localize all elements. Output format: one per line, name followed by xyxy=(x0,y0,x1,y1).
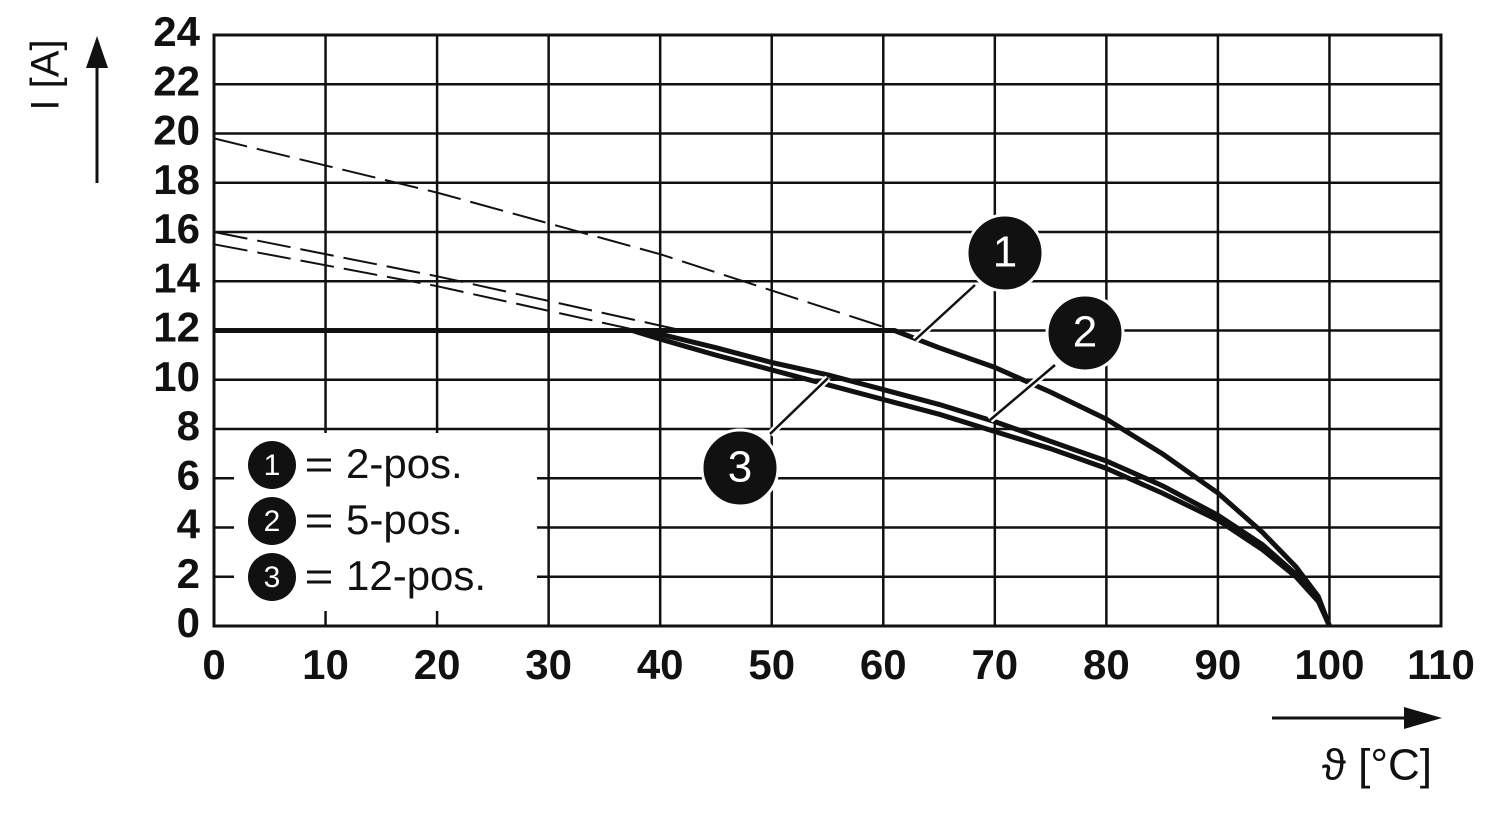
x-tick-label: 60 xyxy=(860,641,907,688)
x-tick-label: 0 xyxy=(202,641,225,688)
x-tick-label: 10 xyxy=(302,641,349,688)
x-tick-label: 50 xyxy=(748,641,795,688)
y-tick-label: 0 xyxy=(177,599,200,646)
extrapolated-line xyxy=(213,137,895,332)
x-axis-label: ϑ [°C] xyxy=(1322,741,1432,790)
y-tick-label: 6 xyxy=(177,451,200,498)
legend-marker xyxy=(248,497,296,545)
legend-marker xyxy=(248,553,296,601)
callout-number: 1 xyxy=(993,228,1017,277)
x-tick-label: 80 xyxy=(1083,641,1130,688)
y-tick-label: 20 xyxy=(153,107,200,154)
callout-number: 2 xyxy=(1073,308,1097,357)
callout-circle xyxy=(1045,293,1125,373)
callout-number: 3 xyxy=(728,443,752,492)
legend-marker-number: 2 xyxy=(264,505,281,538)
y-tick-label: 22 xyxy=(153,57,200,104)
callout-leader xyxy=(989,364,1056,421)
legend-marker-number: 1 xyxy=(264,449,281,482)
derating-curve xyxy=(214,328,1332,627)
callout-leader xyxy=(914,284,976,341)
x-tick-label: 100 xyxy=(1294,641,1364,688)
x-tick-label: 110 xyxy=(1407,641,1475,688)
y-tick-label: 18 xyxy=(153,156,200,203)
x-tick-label: 70 xyxy=(971,641,1018,688)
legend-label: 5-pos. xyxy=(346,496,463,543)
x-tick-label: 40 xyxy=(637,641,684,688)
y-tick-label: 8 xyxy=(177,402,200,449)
callout-circle xyxy=(700,428,780,508)
callout-leader xyxy=(769,377,829,435)
derating-curve xyxy=(214,328,1332,628)
y-tick-label: 24 xyxy=(153,8,200,55)
y-axis-arrowhead xyxy=(86,36,108,68)
y-axis-label: I [A] xyxy=(24,39,68,110)
extrapolated-line xyxy=(213,243,639,332)
legend-label: 2-pos. xyxy=(346,440,463,487)
legend-label: 12-pos. xyxy=(346,552,486,599)
derating-curve xyxy=(214,328,1332,627)
extrapolated-line xyxy=(213,231,683,332)
y-tick-label: 10 xyxy=(153,353,200,400)
y-tick-label: 2 xyxy=(177,550,200,597)
callout-circle xyxy=(965,213,1045,293)
y-tick-label: 12 xyxy=(153,304,200,351)
y-tick-label: 4 xyxy=(177,501,201,548)
x-axis-arrowhead xyxy=(1404,707,1442,729)
legend-marker xyxy=(248,441,296,489)
y-tick-label: 16 xyxy=(153,205,200,252)
legend-marker-number: 3 xyxy=(264,561,281,594)
x-tick-label: 20 xyxy=(414,641,461,688)
x-tick-label: 90 xyxy=(1195,641,1242,688)
y-tick-label: 14 xyxy=(153,254,200,301)
x-tick-label: 30 xyxy=(525,641,572,688)
